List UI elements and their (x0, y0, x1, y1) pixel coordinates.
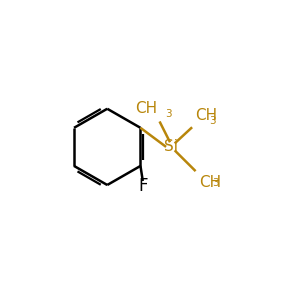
Text: CH: CH (199, 175, 221, 190)
Text: CH: CH (135, 101, 157, 116)
Text: 3: 3 (212, 178, 219, 188)
Text: 3: 3 (209, 116, 215, 126)
Text: 3: 3 (165, 109, 172, 119)
Text: CH: CH (196, 108, 218, 123)
Text: F: F (138, 177, 148, 195)
Text: Si: Si (164, 140, 178, 154)
